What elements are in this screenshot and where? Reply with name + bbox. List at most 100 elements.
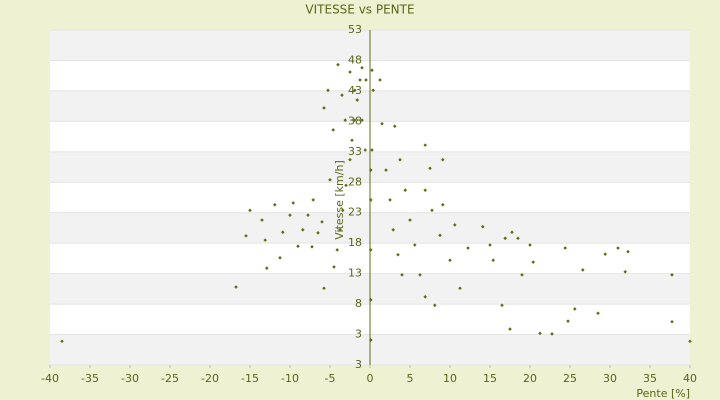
point [603, 252, 607, 256]
point [348, 70, 352, 74]
point [348, 157, 352, 162]
point [531, 260, 535, 264]
point [430, 208, 434, 213]
point [516, 236, 520, 241]
y-tick-label: 28 [348, 175, 362, 188]
point [328, 178, 332, 182]
point [378, 78, 382, 82]
point [670, 319, 674, 324]
y-tick-label: 33 [348, 145, 362, 158]
point [281, 230, 285, 235]
y-tick-label: 3 [355, 328, 362, 341]
y-axis-label: Vitesse [km/h] [333, 160, 346, 240]
x-tick-label: 25 [563, 372, 577, 385]
x-tick-label: 35 [643, 372, 657, 385]
point [291, 201, 295, 205]
point [466, 246, 470, 250]
point [403, 188, 407, 192]
x-tick-label: 0 [367, 372, 374, 385]
point [380, 122, 384, 126]
point [528, 243, 532, 247]
y-tick-label: 13 [348, 267, 362, 280]
point [248, 208, 252, 213]
y-tick-label: 8 [355, 297, 362, 310]
point [311, 198, 315, 202]
point [244, 234, 248, 238]
point [400, 273, 404, 277]
point [384, 168, 388, 172]
point [288, 213, 292, 217]
point [391, 227, 395, 232]
point [306, 213, 310, 217]
point [326, 88, 330, 93]
x-tick-label: 10 [443, 372, 457, 385]
point [273, 203, 277, 207]
x-tick-label: -15 [241, 372, 259, 385]
point [360, 65, 364, 70]
point [433, 303, 437, 308]
point [358, 78, 362, 82]
point [500, 303, 504, 308]
point [301, 227, 305, 232]
point [364, 78, 368, 82]
point [360, 118, 364, 122]
point [581, 268, 585, 272]
point [369, 198, 373, 202]
point [491, 258, 495, 263]
point [538, 331, 542, 336]
point [322, 106, 326, 110]
point [393, 124, 397, 129]
point [60, 339, 64, 344]
point [488, 243, 492, 247]
point [353, 118, 357, 122]
y-tick-label: 23 [348, 206, 362, 219]
point [263, 238, 267, 242]
point [688, 339, 692, 344]
point [331, 128, 335, 132]
x-tick-label: 5 [407, 372, 414, 385]
point [481, 224, 485, 229]
point [363, 148, 367, 152]
point [260, 218, 264, 222]
point [369, 168, 373, 172]
x-tick-label: -5 [325, 372, 336, 385]
point [596, 311, 600, 316]
y-tick-label: 53 [348, 23, 362, 36]
point [369, 248, 373, 252]
point [458, 286, 462, 291]
point [616, 246, 620, 250]
point [320, 220, 324, 224]
point [423, 188, 427, 192]
point [369, 298, 373, 302]
point [566, 319, 570, 323]
point [310, 245, 314, 249]
point [418, 273, 422, 277]
point [623, 270, 627, 274]
point [428, 166, 432, 171]
point [423, 143, 427, 147]
point [278, 256, 282, 260]
point [510, 230, 514, 235]
point [563, 246, 567, 250]
x-tick-label: -35 [81, 372, 99, 385]
point [322, 286, 326, 291]
point [296, 244, 300, 249]
x-tick-label: -30 [121, 372, 139, 385]
x-tick-label: 30 [603, 372, 617, 385]
x-tick-label: 20 [523, 372, 537, 385]
point [453, 223, 457, 227]
point [353, 88, 357, 93]
point [341, 208, 345, 213]
point [371, 88, 375, 93]
point [508, 327, 512, 331]
point [350, 138, 354, 143]
point [550, 332, 554, 336]
point [423, 294, 427, 299]
point [370, 148, 374, 152]
point [441, 203, 445, 207]
point [398, 157, 402, 162]
point [670, 273, 674, 277]
point [503, 236, 507, 241]
x-tick-label: 15 [483, 372, 497, 385]
